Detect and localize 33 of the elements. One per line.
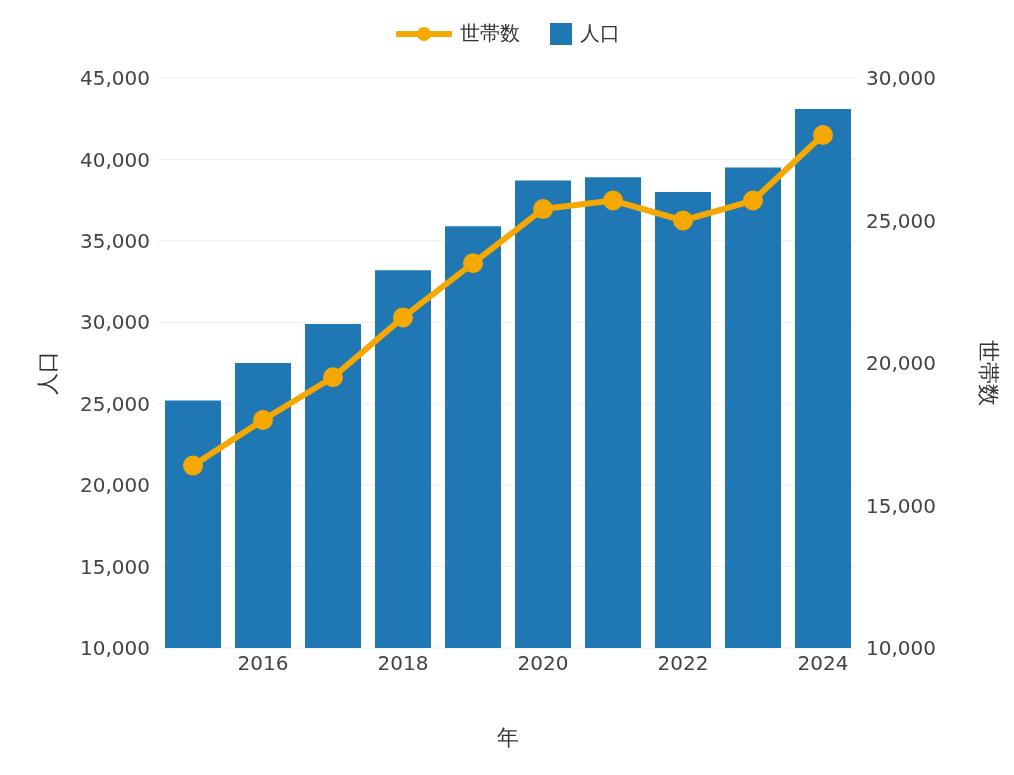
legend-label: 世帯数 [460, 20, 520, 47]
point [463, 253, 483, 274]
point [323, 367, 343, 388]
point [603, 190, 623, 211]
x-axis-title: 年 [496, 724, 520, 752]
y-tick-label: 35,000 [80, 228, 150, 253]
y2-tick-label: 10,000 [866, 636, 936, 661]
point [813, 125, 833, 145]
point [183, 455, 203, 476]
point [673, 210, 693, 231]
y-tick-label: 40,000 [80, 147, 150, 172]
y-tick-label: 45,000 [80, 66, 150, 91]
y2-tick-label: 25,000 [866, 208, 936, 233]
y2-tick-label: 15,000 [866, 493, 936, 518]
y2-tick-label: 30,000 [866, 66, 936, 91]
legend-label: 人口 [580, 20, 620, 47]
point [393, 307, 413, 328]
y-tick-label: 10,000 [80, 636, 150, 661]
y-tick-label: 15,000 [80, 554, 150, 579]
y-axis-title: 人口 [34, 351, 61, 395]
x-tick-label: 2020 [517, 651, 569, 676]
point [253, 410, 273, 430]
x-tick-label: 2018 [377, 651, 429, 676]
y2-tick-label: 20,000 [866, 351, 936, 376]
x-tick-label: 2016 [237, 651, 289, 676]
y-tick-label: 25,000 [80, 391, 150, 416]
point [533, 199, 553, 220]
point [743, 190, 763, 211]
y-tick-label: 30,000 [80, 310, 150, 335]
y2-axis-title: 世帯数 [975, 340, 1002, 406]
x-tick-label: 2022 [657, 651, 709, 676]
x-tick-label: 2024 [797, 651, 849, 676]
y-tick-label: 20,000 [80, 473, 150, 498]
